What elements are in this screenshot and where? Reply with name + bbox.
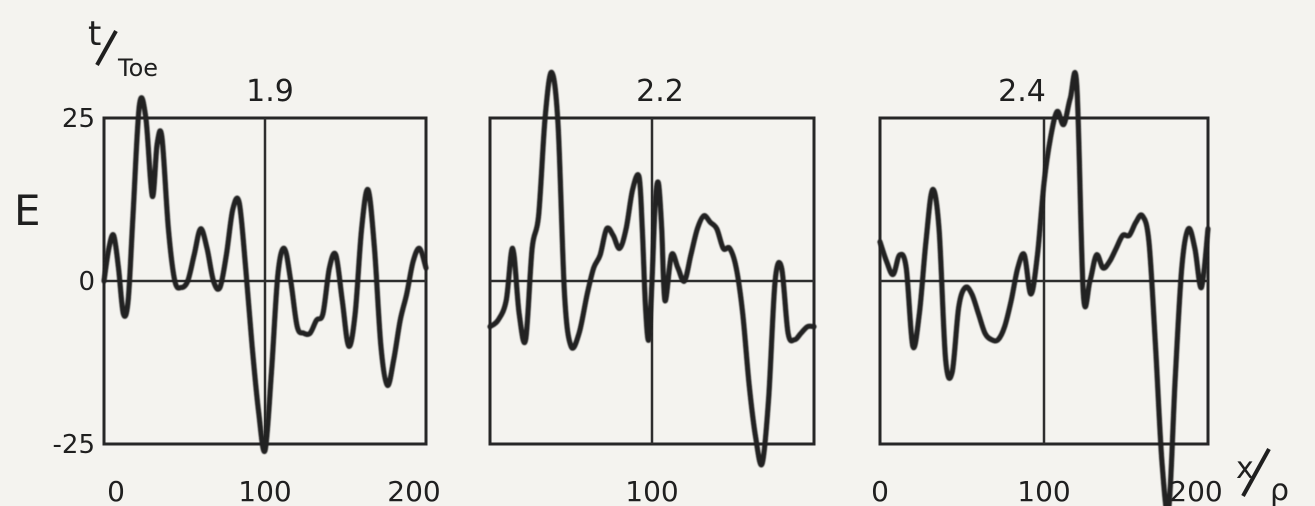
chart-panel-1: 1.9 25 0 -25 0 100 200 (53, 74, 441, 506)
panel-1-y-tick-label: 25 (62, 104, 95, 134)
panel-2-series-line (487, 69, 817, 468)
panel-1-x-tick-label: 100 (238, 475, 291, 506)
y-axis-label: E (14, 186, 41, 235)
panel-3-title: 2.4 (998, 74, 1046, 109)
chart-panel-2: 2.2 100 (487, 69, 817, 506)
time-ratio-label: t Toe (88, 14, 158, 82)
x-axis-ratio-numerator: x (1236, 451, 1254, 486)
panel-1-series-line (101, 95, 429, 455)
x-axis-ratio-slash (1241, 448, 1271, 497)
x-axis-ratio-label: x ρ (1236, 448, 1289, 506)
time-ratio-denominator: Toe (117, 54, 158, 82)
panel-2-x-tick-label: 100 (625, 475, 678, 506)
x-axis-ratio-denominator: ρ (1270, 473, 1289, 506)
panel-1-x-tick-label: 0 (107, 475, 125, 506)
panel-2-title: 2.2 (636, 74, 684, 109)
panel-3-x-tick-label: 200 (1169, 475, 1222, 506)
time-ratio-slash (95, 30, 118, 66)
panel-1-x-tick-label: 200 (387, 475, 440, 506)
panel-3-x-tick-label: 100 (1017, 475, 1070, 506)
panel-1-y-tick-label: -25 (53, 430, 95, 460)
panel-3-x-tick-label: 0 (871, 475, 889, 506)
panel-1-y-tick-label: 0 (78, 267, 95, 297)
panel-1-title: 1.9 (246, 74, 294, 109)
panel-3-series-line (877, 70, 1211, 506)
time-ratio-numerator: t (88, 14, 101, 54)
chart-panel-3: 2.4 0 100 200 (871, 70, 1223, 506)
